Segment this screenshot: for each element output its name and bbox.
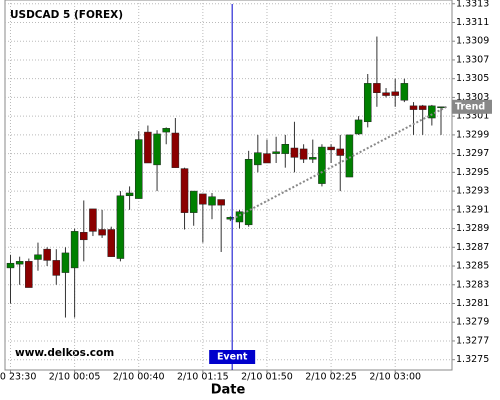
candle-body bbox=[89, 208, 97, 232]
candle-body bbox=[134, 139, 143, 199]
candle-body bbox=[418, 105, 427, 110]
watermark: www.delkos.com bbox=[15, 347, 114, 359]
candle-body bbox=[318, 146, 326, 184]
x-tick-label: 2/10 00:40 bbox=[113, 372, 165, 383]
candle-body bbox=[336, 148, 344, 156]
trend-label: Trend bbox=[455, 101, 485, 112]
y-tick-label: 1.3303 bbox=[456, 92, 489, 103]
candle-body bbox=[244, 158, 253, 226]
y-tick-label: 1.3297 bbox=[456, 148, 489, 159]
y-tick-label: 1.3279 bbox=[456, 317, 489, 328]
candle-body bbox=[199, 193, 207, 205]
x-tick-label: 2/10 23:30 bbox=[0, 372, 36, 383]
y-tick-label: 1.3305 bbox=[456, 73, 489, 84]
candle-body bbox=[309, 157, 317, 160]
y-tick-label: 1.3293 bbox=[456, 186, 489, 197]
y-tick-label: 1.3313 bbox=[456, 0, 489, 9]
candle-body bbox=[6, 262, 15, 269]
candle-body bbox=[437, 106, 445, 109]
candle-body bbox=[382, 92, 390, 96]
candle-body bbox=[290, 147, 299, 158]
x-tick-label: 2/10 01:15 bbox=[177, 372, 229, 383]
candle-body bbox=[25, 261, 33, 288]
candle-body bbox=[116, 195, 125, 259]
candle-body bbox=[400, 83, 409, 101]
y-tick-label: 1.3291 bbox=[456, 204, 489, 215]
x-tick-label: 2/10 03:00 bbox=[369, 372, 421, 383]
event-label: Event bbox=[217, 352, 248, 363]
candle-body bbox=[107, 229, 116, 257]
y-tick-label: 1.3299 bbox=[456, 129, 489, 140]
x-axis-title: Date bbox=[211, 383, 246, 398]
plot-area bbox=[4, 0, 453, 371]
y-tick-label: 1.3275 bbox=[456, 354, 489, 365]
candle-body bbox=[254, 152, 262, 166]
x-tick-label: 2/10 01:50 bbox=[241, 372, 293, 383]
candle-body bbox=[363, 83, 372, 123]
candle-body bbox=[125, 192, 134, 197]
candle-body bbox=[373, 83, 381, 93]
candle-body bbox=[189, 190, 198, 213]
candle-body bbox=[281, 144, 290, 154]
y-tick-label: 1.3307 bbox=[456, 54, 489, 65]
x-tick-label: 2/10 02:25 bbox=[305, 372, 357, 383]
y-tick-label: 1.3287 bbox=[456, 242, 489, 253]
candle-body bbox=[70, 231, 79, 269]
candle-body bbox=[61, 252, 70, 273]
candle-body bbox=[208, 196, 216, 206]
trend-line bbox=[231, 105, 447, 221]
candle-body bbox=[144, 131, 152, 164]
event-label-box bbox=[209, 350, 256, 364]
y-tick-label: 1.3281 bbox=[456, 298, 489, 309]
candle-body bbox=[263, 153, 271, 164]
candle-body bbox=[43, 248, 51, 261]
y-tick-label: 1.3289 bbox=[456, 223, 489, 234]
y-tick-label: 1.3285 bbox=[456, 261, 489, 272]
candle-body bbox=[428, 105, 436, 119]
candle-body bbox=[391, 91, 399, 96]
candle-body bbox=[162, 128, 170, 133]
y-tick-label: 1.3301 bbox=[456, 111, 489, 122]
candle-body bbox=[171, 132, 180, 168]
candle-body bbox=[345, 134, 354, 178]
candle-body bbox=[153, 133, 161, 166]
trend-label-box bbox=[452, 99, 492, 114]
candle-body bbox=[217, 199, 225, 206]
candle-body bbox=[15, 261, 24, 265]
candle-body bbox=[327, 146, 335, 151]
candle-body bbox=[52, 260, 61, 276]
candle-body bbox=[180, 168, 189, 213]
candle-body bbox=[80, 232, 88, 241]
candle-body bbox=[98, 229, 106, 236]
candle-body bbox=[299, 148, 308, 160]
candle-body bbox=[354, 119, 363, 135]
candle-body bbox=[272, 151, 280, 154]
y-tick-label: 1.3295 bbox=[456, 167, 489, 178]
y-tick-label: 1.3309 bbox=[456, 36, 489, 47]
y-tick-label: 1.3283 bbox=[456, 279, 489, 290]
candle-body bbox=[34, 254, 42, 260]
chart-title: USDCAD 5 (FOREX) bbox=[10, 9, 123, 21]
candle-body bbox=[409, 105, 418, 110]
y-tick-label: 1.3277 bbox=[456, 335, 489, 346]
y-tick-label: 1.3311 bbox=[456, 17, 489, 28]
x-tick-label: 2/10 00:05 bbox=[49, 372, 101, 383]
